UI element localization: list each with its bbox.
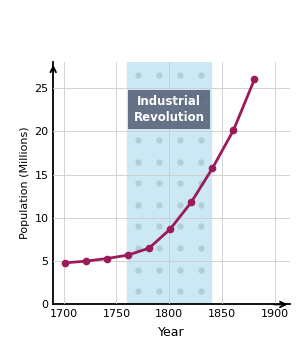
Text: Population growth in England and Wales: Population growth in England and Wales (10, 12, 294, 25)
Text: (1701-1881): (1701-1881) (109, 35, 195, 48)
Text: Year: Year (158, 326, 185, 339)
Y-axis label: Population (Millions): Population (Millions) (20, 127, 30, 239)
Text: Industrial
Revolution: Industrial Revolution (134, 95, 205, 124)
Bar (127, 62, 211, 304)
